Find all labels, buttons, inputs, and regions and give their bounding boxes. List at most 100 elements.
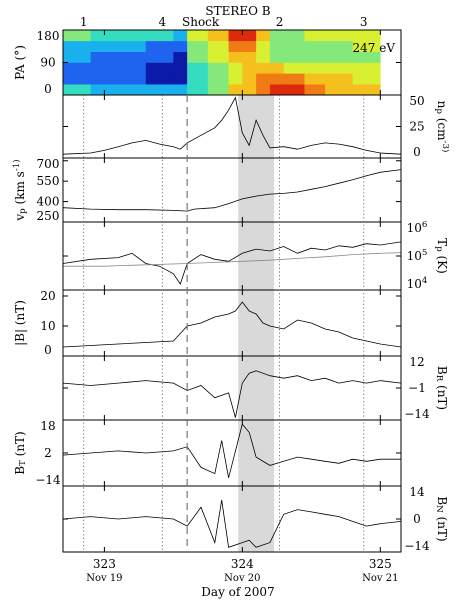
y-axis-label-pa: PA (°) (13, 45, 27, 80)
bt-series-1 (62, 423, 401, 478)
y-tick-label: 50 (409, 94, 424, 108)
panel-frame (62, 289, 402, 357)
shock-label: Shock (182, 15, 220, 29)
heatmap-cell (304, 40, 326, 52)
energy-annotation: 247 eV (353, 41, 396, 55)
heatmap-cell (283, 51, 305, 63)
event-label-4: 4 (159, 15, 167, 29)
y-tick-label: 106 (407, 220, 428, 235)
heatmap-cell (145, 40, 174, 52)
heatmap-cell (304, 62, 326, 74)
heatmap-cell (145, 62, 174, 74)
np-series-1 (62, 96, 402, 155)
heatmap-cell (256, 40, 271, 52)
y-tick-label: −14 (404, 407, 430, 421)
br-series-1 (62, 370, 402, 418)
heatmap-cell (207, 30, 229, 42)
heatmap-cell (304, 30, 326, 42)
x-tick-sublabel: Nov 21 (362, 573, 398, 584)
heatmap-cell (145, 51, 174, 63)
heatmap-cell (145, 84, 174, 96)
heatmap-cell (256, 30, 271, 42)
heatmap-cell (63, 84, 91, 96)
heatmap-cell (207, 51, 229, 63)
heatmap-cell (228, 51, 243, 63)
heatmap-cell (256, 73, 271, 85)
heatmap-cell (187, 62, 209, 74)
heatmap-cell (90, 73, 119, 85)
y-axis-label-bmag: |B| (nT) (13, 300, 27, 346)
x-tick-sublabel: Nov 19 (86, 573, 122, 584)
heatmap-cell (187, 84, 209, 96)
y-tick-label: 250 (37, 209, 60, 223)
tp-series-1 (62, 241, 402, 285)
heatmap-cell (325, 40, 354, 52)
heatmap-cell (283, 62, 305, 74)
event-label-3: 3 (360, 15, 368, 29)
heatmap-cell (118, 84, 147, 96)
x-tick-sublabel: Nov 20 (224, 573, 260, 584)
heatmap-cell (173, 30, 188, 42)
shaded-interval (238, 356, 275, 420)
heatmap-cell (90, 30, 119, 42)
panel-np: 0 25 50 np (cm-3) (62, 94, 451, 159)
heatmap-cell (173, 84, 188, 96)
heatmap-cell (228, 73, 243, 85)
heatmap-cell (269, 62, 285, 74)
shaded-interval (238, 420, 275, 486)
heatmap-cell (352, 51, 381, 63)
panel-bt: −14 2 18 BT (nT) (13, 419, 402, 487)
heatmap-cell (63, 73, 91, 85)
heatmap-cell (352, 84, 381, 96)
y-tick-label: 10 (40, 319, 55, 333)
heatmap-cell (242, 30, 257, 42)
heatmap-cell (325, 73, 354, 85)
heatmap-cell (118, 51, 147, 63)
panel-bmag: 0 10 20 |B| (nT) (13, 289, 402, 357)
heatmap-cell (228, 40, 243, 52)
heatmap-cell (90, 51, 119, 63)
heatmap-cell (228, 62, 243, 74)
y-tick-label: 90 (40, 55, 55, 69)
heatmap-cell (173, 51, 188, 63)
y-tick-label: 0 (413, 512, 421, 526)
y-tick-label: 104 (407, 276, 428, 291)
x-axis: 323 Nov 19 324 Nov 20 325 Nov 21 (86, 557, 398, 584)
heatmap-cell (90, 84, 119, 96)
heatmap-cell (242, 73, 257, 85)
y-tick-label: 25 (409, 119, 424, 133)
heatmap-cell (63, 51, 91, 63)
heatmap-cell (256, 62, 271, 74)
y-tick-label: 12 (409, 355, 424, 369)
shaded-interval (238, 486, 275, 552)
y-tick-label: 180 (37, 29, 60, 43)
y-axis-label-bt: BT (nT) (13, 431, 28, 475)
panel-frame (62, 157, 402, 223)
panel-pa: 247 eV 0 90 180 PA (°) (13, 29, 402, 96)
x-tick-label: 324 (231, 557, 254, 571)
y-axis-label-np: np (cm-3) (434, 101, 451, 153)
heatmap-cell (352, 73, 381, 85)
heatmap-cell (207, 84, 229, 96)
shaded-interval (238, 222, 275, 290)
x-tick-label: 325 (369, 557, 392, 571)
heatmap-cell (207, 73, 229, 85)
y-axis-label-vp: vp (km s-1) (11, 159, 28, 221)
heatmap-cell (269, 73, 285, 85)
y-tick-label: 105 (407, 248, 428, 263)
panel-frame (62, 419, 402, 487)
heatmap-cell (325, 51, 354, 63)
x-axis-label: Day of 2007 (201, 585, 274, 599)
heatmap-cell (145, 30, 174, 42)
heatmap-cell (145, 73, 174, 85)
heatmap-cell (325, 84, 354, 96)
heatmap-cell (118, 73, 147, 85)
panel-br: −14 −1 12 BR (nT) (62, 355, 450, 421)
heatmap-cell (187, 40, 209, 52)
heatmap-cell (269, 40, 285, 52)
heatmap-cell (242, 51, 257, 63)
heatmap-cell (283, 40, 305, 52)
